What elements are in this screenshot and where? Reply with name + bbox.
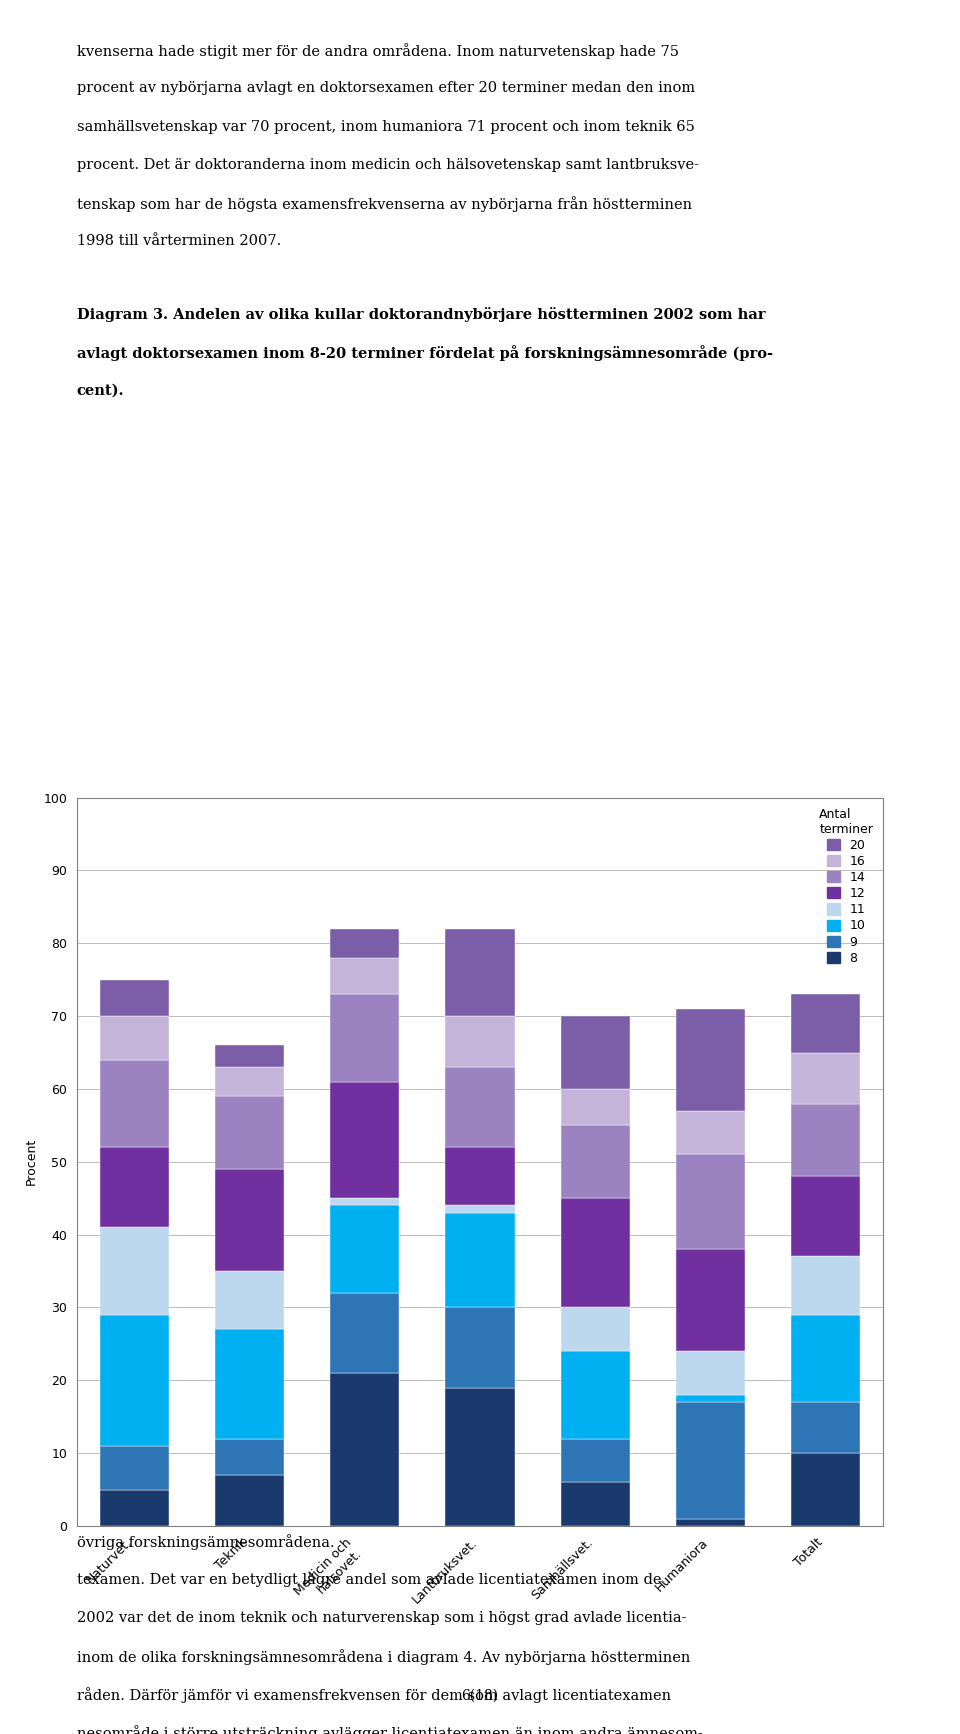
Bar	[330, 1082, 399, 1198]
Bar	[330, 1205, 399, 1294]
Bar	[791, 1053, 860, 1103]
Bar	[215, 1330, 284, 1439]
Bar	[215, 1271, 284, 1330]
Bar	[215, 1096, 284, 1169]
Bar	[100, 1228, 169, 1314]
Text: 2002 var det de inom teknik och naturverenskap som i högst grad avlade licentia-: 2002 var det de inom teknik och naturver…	[77, 1611, 686, 1625]
Bar	[100, 1148, 169, 1228]
Text: Diagram 3. Andelen av olika kullar doktorandnybörjare höstterminen 2002 som har: Diagram 3. Andelen av olika kullar dokto…	[77, 307, 765, 323]
Bar	[791, 1257, 860, 1314]
Bar	[215, 1046, 284, 1066]
Text: nesområde i större utsträckning avlägger licentiatexamen än inom andra ämnesom-: nesområde i större utsträckning avlägger…	[77, 1725, 703, 1734]
Bar	[676, 1519, 745, 1526]
Text: samhällsvetenskap var 70 procent, inom humaniora 71 procent och inom teknik 65: samhällsvetenskap var 70 procent, inom h…	[77, 120, 695, 134]
Bar	[445, 1205, 515, 1212]
Text: procent. Det är doktoranderna inom medicin och hälsovetenskap samt lantbruksve-: procent. Det är doktoranderna inom medic…	[77, 158, 699, 172]
Bar	[100, 1314, 169, 1446]
Bar	[445, 1148, 515, 1205]
Bar	[445, 1307, 515, 1387]
Text: kvenserna hade stigit mer för de andra områdena. Inom naturvetenskap hade 75: kvenserna hade stigit mer för de andra o…	[77, 43, 679, 59]
Bar	[676, 1351, 745, 1394]
Bar	[561, 1125, 630, 1198]
Bar	[330, 929, 399, 957]
Bar	[100, 1446, 169, 1490]
Bar	[561, 1016, 630, 1089]
Text: råden. Därför jämför vi examensfrekvensen för dem som avlagt licentiatexamen: råden. Därför jämför vi examensfrekvense…	[77, 1687, 671, 1703]
Bar	[561, 1351, 630, 1439]
Bar	[561, 1439, 630, 1483]
Bar	[215, 1169, 284, 1271]
Bar	[561, 1483, 630, 1526]
Y-axis label: Procent: Procent	[25, 1138, 37, 1186]
Text: avlagt doktorsexamen inom 8-20 terminer fördelat på forskningsämnesområde (pro-: avlagt doktorsexamen inom 8-20 terminer …	[77, 345, 773, 361]
Bar	[445, 1066, 515, 1148]
Bar	[100, 1016, 169, 1059]
Text: 6(18): 6(18)	[462, 1689, 498, 1703]
Bar	[330, 1198, 399, 1205]
Bar	[445, 1212, 515, 1307]
Bar	[561, 1198, 630, 1307]
Text: 1998 till vårterminen 2007.: 1998 till vårterminen 2007.	[77, 234, 281, 248]
Bar	[561, 1089, 630, 1125]
Legend: 20, 16, 14, 12, 11, 10, 9, 8: 20, 16, 14, 12, 11, 10, 9, 8	[816, 805, 876, 968]
Bar	[676, 1111, 745, 1155]
Bar	[330, 957, 399, 994]
Bar	[791, 1314, 860, 1403]
Text: övriga forskningsämnesområdena.: övriga forskningsämnesområdena.	[77, 1535, 334, 1550]
Bar	[100, 1059, 169, 1148]
Bar	[100, 1490, 169, 1526]
Text: procent av nybörjarna avlagt en doktorsexamen efter 20 terminer medan den inom: procent av nybörjarna avlagt en doktorse…	[77, 81, 695, 95]
Bar	[215, 1066, 284, 1096]
Text: tenskap som har de högsta examensfrekvenserna av nybörjarna från höstterminen: tenskap som har de högsta examensfrekven…	[77, 196, 692, 212]
Bar	[215, 1476, 284, 1526]
Bar	[791, 994, 860, 1053]
Bar	[330, 994, 399, 1082]
Text: texamen. Det var en betydligt lägre andel som avlade licentiatexamen inom de: texamen. Det var en betydligt lägre ande…	[77, 1573, 661, 1587]
Bar	[561, 1307, 630, 1351]
Bar	[445, 929, 515, 1016]
Bar	[676, 1248, 745, 1351]
Text: inom de olika forskningsämnesområdena i diagram 4. Av nybörjarna höstterminen: inom de olika forskningsämnesområdena i …	[77, 1649, 690, 1665]
Bar	[676, 1403, 745, 1519]
Text: cent).: cent).	[77, 383, 124, 397]
Bar	[445, 1016, 515, 1066]
Bar	[791, 1453, 860, 1526]
Bar	[676, 1155, 745, 1248]
Bar	[330, 1373, 399, 1526]
Bar	[791, 1103, 860, 1176]
Bar	[330, 1294, 399, 1373]
Bar	[676, 1394, 745, 1403]
Bar	[100, 980, 169, 1016]
Bar	[215, 1439, 284, 1476]
Bar	[791, 1403, 860, 1453]
Bar	[445, 1387, 515, 1526]
Bar	[791, 1176, 860, 1257]
Bar	[676, 1009, 745, 1111]
